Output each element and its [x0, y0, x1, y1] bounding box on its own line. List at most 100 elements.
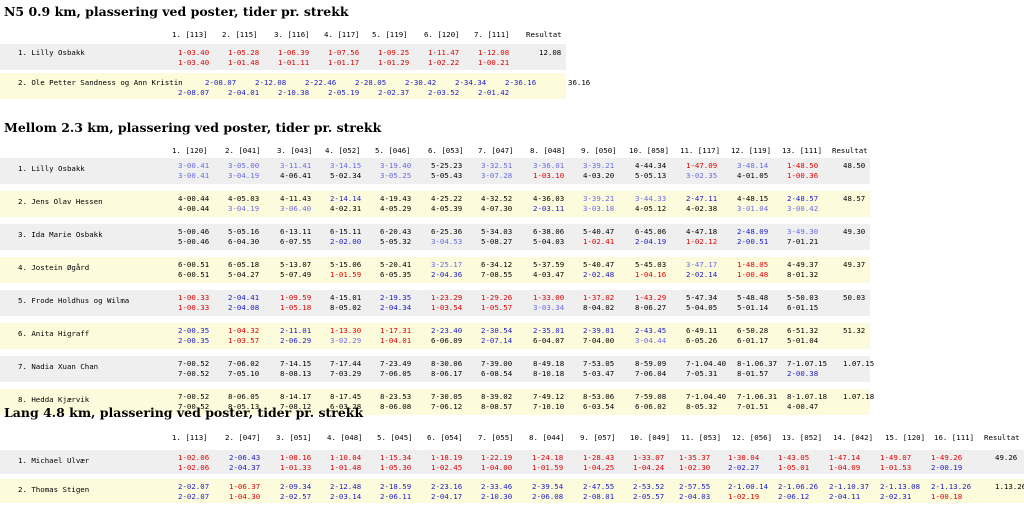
split-time: 6-06.02 — [635, 402, 667, 411]
cumulative-time: 2-48.57 — [787, 194, 819, 203]
column-header: 6. [054] — [427, 433, 463, 442]
column-header: 3. [051] — [276, 433, 312, 442]
column-header: 1. [113] — [172, 30, 208, 39]
cumulative-time: 6-38.06 — [533, 227, 565, 236]
split-time: 2-08.07 — [178, 88, 210, 97]
column-header: 11. [117] — [680, 146, 721, 155]
cumulative-time: 4-36.03 — [533, 194, 565, 203]
column-header: 2. [115] — [222, 30, 258, 39]
cumulative-time: 1-48.05 — [737, 260, 769, 269]
split-time: 2-02.31 — [880, 492, 912, 501]
cumulative-time: 4-11.43 — [280, 194, 312, 203]
cumulative-time: 2-11.01 — [280, 326, 312, 335]
split-time: 8-05.32 — [686, 402, 718, 411]
cumulative-time: 5-15.06 — [330, 260, 362, 269]
column-header: 4. [052] — [325, 146, 361, 155]
split-time: 1-05.01 — [778, 463, 810, 472]
split-time: 2-04.03 — [679, 492, 711, 501]
split-time: 2-00.51 — [737, 237, 769, 246]
cumulative-time: 2-43.45 — [635, 326, 667, 335]
split-time: 5-01.04 — [787, 336, 819, 345]
split-time: 3-03.34 — [533, 303, 565, 312]
split-time: 8-08.13 — [280, 369, 312, 378]
result-row — [0, 158, 870, 184]
split-time: 3-00.42 — [787, 204, 819, 213]
cumulative-time: 2-12.48 — [330, 482, 362, 491]
runner-name: 8. Hedda Kjærvik — [18, 395, 90, 404]
cumulative-time: 2-39.54 — [532, 482, 564, 491]
cumulative-time: 2-19.35 — [380, 293, 412, 302]
cumulative-time: 6-13.11 — [280, 227, 312, 236]
split-time: 6-01.15 — [787, 303, 819, 312]
split-time: 1-05.30 — [380, 463, 412, 472]
split-time: 2-10.38 — [278, 88, 310, 97]
split-time: 2-04.19 — [635, 237, 667, 246]
cumulative-time: 3-44.33 — [635, 194, 667, 203]
split-time: 8-10.18 — [533, 369, 565, 378]
runner-name: 3. Ida Marie Osbakk — [18, 230, 103, 239]
cumulative-time: 1-10.04 — [330, 453, 362, 462]
split-time: 4-00.47 — [787, 402, 819, 411]
cumulative-time: 2-1.00.14 — [728, 482, 769, 491]
split-time: 1-01.29 — [378, 58, 410, 67]
cumulative-time: 8-39.02 — [481, 392, 513, 401]
split-time: 2-06.08 — [532, 492, 564, 501]
cumulative-time: 1-09.59 — [280, 293, 312, 302]
cumulative-time: 3-32.51 — [481, 161, 513, 170]
split-time: 6-07.55 — [280, 237, 312, 246]
cumulative-time: 8-53.06 — [583, 392, 615, 401]
cumulative-time: 4-25.22 — [431, 194, 463, 203]
split-time: 1-04.25 — [583, 463, 615, 472]
runner-name: 7. Nadia Xuan Chan — [18, 362, 99, 371]
split-time: 6-08.54 — [481, 369, 513, 378]
cumulative-time: 1-12.08 — [478, 48, 510, 57]
cumulative-time: 3-00.41 — [178, 161, 210, 170]
split-time: 4-02.38 — [686, 204, 718, 213]
cumulative-time: 7-49.12 — [533, 392, 565, 401]
cumulative-time: 1-37.02 — [583, 293, 615, 302]
column-header: 14. [042] — [833, 433, 874, 442]
cumulative-time: 2-30.54 — [481, 326, 513, 335]
split-time: 2-02.00 — [330, 237, 362, 246]
cumulative-time: 5-13.07 — [280, 260, 312, 269]
split-time: 1-02.19 — [728, 492, 760, 501]
runner-name: 2. Ole Petter Sandness og Ann Kristin — [18, 78, 183, 87]
cumulative-time: 3-36.01 — [533, 161, 565, 170]
split-time: 7-00.52 — [178, 402, 210, 411]
cumulative-time: 6-20.43 — [380, 227, 412, 236]
split-time: 2-04.11 — [829, 492, 861, 501]
split-time: 8-01.32 — [787, 270, 819, 279]
split-time: 7-08.55 — [481, 270, 513, 279]
split-time: 2-07.14 — [481, 336, 513, 345]
split-time: 7-05.10 — [228, 369, 260, 378]
cumulative-time: 4-15.01 — [330, 293, 362, 302]
cumulative-time: 5-25.23 — [431, 161, 463, 170]
split-time: 4-05.39 — [431, 204, 463, 213]
split-time: 1-01.33 — [280, 463, 312, 472]
result-row — [0, 356, 870, 382]
column-header: 3. [116] — [274, 30, 310, 39]
split-time: 2-05.57 — [633, 492, 665, 501]
cumulative-time: 1-24.18 — [532, 453, 564, 462]
split-time: 8-05.13 — [228, 402, 260, 411]
cumulative-time: 7-1.04.40 — [686, 359, 727, 368]
column-header: 7. [055] — [478, 433, 514, 442]
cumulative-time: 1-05.28 — [228, 48, 260, 57]
split-time: 6-04.07 — [533, 336, 565, 345]
split-time: 1-05.57 — [481, 303, 513, 312]
cumulative-time: 3-11.41 — [280, 161, 312, 170]
split-time: 1-02.41 — [583, 237, 615, 246]
split-time: 2-02.57 — [280, 492, 312, 501]
cumulative-time: 2-30.42 — [405, 78, 437, 87]
split-time: 2-02.14 — [686, 270, 718, 279]
split-time: 5-04.03 — [533, 237, 565, 246]
cumulative-time: 1-04.32 — [228, 326, 260, 335]
result-row — [0, 290, 870, 316]
split-time: 2-00.38 — [787, 369, 819, 378]
split-time: 3-05.25 — [380, 171, 412, 180]
split-time: 1-01.17 — [328, 58, 360, 67]
cumulative-time: 7-00.52 — [178, 392, 210, 401]
column-header: 13. [111] — [782, 146, 823, 155]
cumulative-time: 8-17.45 — [330, 392, 362, 401]
split-time: 2-02.07 — [178, 492, 210, 501]
